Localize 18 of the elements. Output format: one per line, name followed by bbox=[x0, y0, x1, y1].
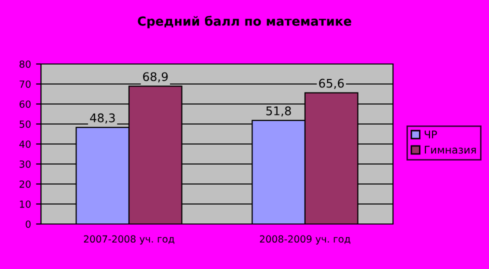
chart-title: Средний балл по математике bbox=[138, 16, 352, 28]
y-tick-label: 80 bbox=[20, 60, 31, 68]
y-tick-label: 30 bbox=[20, 160, 31, 168]
y-tick-label: 70 bbox=[20, 80, 31, 88]
y-tick-label: 10 bbox=[20, 200, 31, 208]
data-label: 68,9 bbox=[143, 72, 168, 82]
x-tick-label: 2007-2008 уч. год bbox=[84, 235, 174, 245]
y-tick-label: 20 bbox=[20, 180, 31, 188]
y-tick-label: 60 bbox=[20, 100, 31, 108]
x-tick-label: 2008-2009 уч. год bbox=[260, 235, 350, 245]
y-tick-label: 50 bbox=[20, 120, 31, 128]
legend-label: Гимназия bbox=[424, 146, 476, 154]
y-tick-label: 40 bbox=[19, 140, 31, 148]
y-tick-label: 0 bbox=[26, 220, 31, 228]
data-label: 48,3 bbox=[90, 113, 115, 124]
legend-label: ЧР bbox=[424, 130, 437, 138]
data-label: 65,6 bbox=[319, 78, 344, 89]
data-label: 51,8 bbox=[266, 106, 291, 117]
